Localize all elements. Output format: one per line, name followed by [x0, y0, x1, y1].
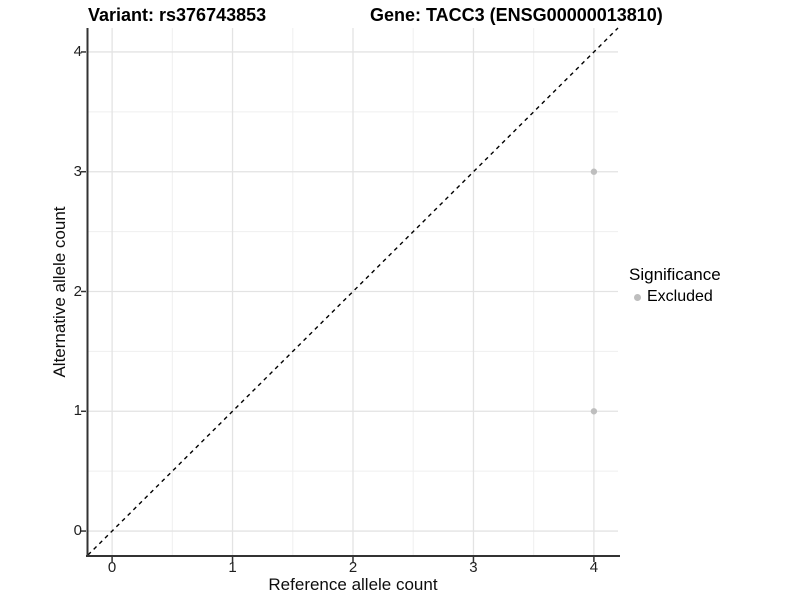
legend: Significance Excluded — [629, 265, 721, 306]
y-tick-label: 1 — [73, 402, 82, 420]
legend-key-dot-icon — [634, 293, 641, 301]
data-point — [590, 408, 598, 415]
y-tick-label: 0 — [73, 522, 82, 540]
x-tick-label: 0 — [107, 559, 117, 576]
x-axis-title: Reference allele count — [268, 575, 438, 594]
legend-item-excluded: Excluded — [629, 288, 721, 306]
plot-title-variant: Variant: rs376743853 — [88, 5, 267, 25]
y-tick-label: 2 — [73, 282, 82, 300]
y-tick-label: 4 — [73, 42, 82, 60]
x-tick-label: 4 — [589, 559, 599, 576]
data-point — [590, 168, 598, 175]
plot-title-gene: Gene: TACC3 (ENSG00000013810) — [370, 5, 663, 25]
legend-item-label: Excluded — [647, 288, 713, 305]
x-tick-label: 2 — [348, 559, 358, 576]
y-tick-label: 3 — [73, 162, 82, 180]
x-tick-label: 1 — [228, 559, 237, 576]
legend-title: Significance — [629, 265, 721, 284]
x-tick-label: 3 — [469, 559, 478, 576]
